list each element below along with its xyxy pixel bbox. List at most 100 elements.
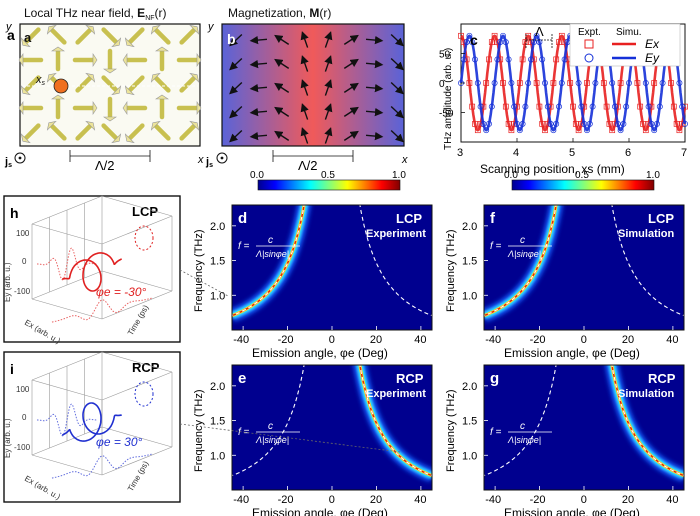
hm-xtick-label: 40 bbox=[666, 494, 678, 506]
expt-point-ey bbox=[533, 32, 540, 39]
expt-point-ey bbox=[623, 103, 630, 110]
field-arrow-head bbox=[92, 101, 98, 115]
expt-point-ey bbox=[651, 127, 658, 134]
expt-point-ey bbox=[508, 80, 515, 86]
cube-edge bbox=[101, 426, 173, 448]
field-arrow bbox=[101, 123, 119, 141]
b-y-axis: y bbox=[207, 21, 215, 33]
panel-c-label: c bbox=[470, 32, 478, 48]
field-arrow-head bbox=[51, 94, 65, 100]
heatmap-panel-d: -40 -20 0 20 40 1.0 1.5 2.0 d LCP Experiment Emissi… bbox=[193, 204, 433, 360]
hm-xtick-label: -20 bbox=[530, 334, 546, 346]
expt-point-ex bbox=[533, 80, 540, 86]
magnetization-arrow bbox=[274, 58, 290, 69]
panel-g-mode: RCP bbox=[648, 371, 676, 386]
hm-xtick-label: 20 bbox=[622, 494, 634, 506]
field-arrow-head bbox=[85, 120, 96, 131]
field-arrow bbox=[127, 27, 145, 45]
field-arrow-head bbox=[150, 24, 161, 35]
panel-d-mode: LCP bbox=[396, 211, 422, 226]
field-arrow-head bbox=[20, 85, 31, 96]
panel-a-label-inner: a bbox=[24, 30, 32, 45]
half-period-a: Λ/2 bbox=[95, 158, 115, 173]
expt-point-ex bbox=[553, 56, 560, 63]
cube-edge bbox=[101, 270, 173, 292]
field-arrow bbox=[23, 75, 41, 93]
panel-a: Local THz near field, ENF(r) a a xs y x … bbox=[4, 6, 204, 173]
field-arrow-head bbox=[18, 101, 24, 115]
field-arrow-head bbox=[196, 101, 202, 115]
formula-num: c bbox=[268, 235, 273, 246]
hm-xtick-label: 20 bbox=[370, 494, 382, 506]
magnetization-arrow bbox=[274, 130, 290, 141]
hm-xtick-label: 0 bbox=[329, 334, 335, 346]
field-arrow-head bbox=[124, 37, 135, 48]
hm-ytick-label: 2.0 bbox=[462, 221, 477, 233]
field-arrow bbox=[127, 123, 145, 141]
formula-den: Λ|sinφe| bbox=[255, 249, 289, 259]
expt-point-ex bbox=[550, 80, 557, 86]
expt-point-ey bbox=[682, 120, 688, 127]
expt-point-ex bbox=[466, 80, 473, 86]
panel-g-source: Simulation bbox=[618, 388, 675, 400]
expt-point-ey bbox=[581, 120, 588, 127]
magnetization-arrow bbox=[300, 103, 309, 120]
heatmap-panel-f: -40 -20 0 20 40 1.0 1.5 2.0 f LCP Simulation Emissi… bbox=[445, 204, 685, 360]
panel-h-frame bbox=[3, 195, 181, 343]
c-xtick-label: 5 bbox=[569, 147, 575, 159]
heatmap-panel-g: -40 -20 0 20 40 1.0 1.5 2.0 g RCP Simulation Emissi… bbox=[445, 364, 685, 516]
dispersion-curve bbox=[611, 365, 684, 477]
formula-lhs: f = bbox=[490, 241, 502, 252]
js-label-a: js bbox=[4, 156, 12, 169]
projection-ex bbox=[37, 247, 97, 281]
hm-ytick-label: 1.0 bbox=[210, 290, 225, 302]
hm-ylabel: Frequency (THz) bbox=[445, 229, 457, 312]
polarization-helix bbox=[62, 402, 122, 442]
field-arrow-head bbox=[18, 53, 24, 67]
expt-point-ey bbox=[511, 103, 518, 110]
hm-ylabel: Frequency (THz) bbox=[445, 389, 457, 472]
panel-h-label: h bbox=[10, 205, 19, 221]
hm-xtick-label: 0 bbox=[329, 494, 335, 506]
c-xtick-label: 7 bbox=[681, 147, 687, 159]
panel-h: h LCP Ey (arb. u.)Ex (arb. u.) Time (ps)1… bbox=[3, 195, 181, 346]
field-arrow-head bbox=[124, 133, 135, 144]
field-arrow bbox=[179, 123, 197, 141]
field-arrow-head bbox=[111, 37, 122, 48]
xs-label: xs bbox=[35, 74, 46, 87]
dispersion-curve bbox=[232, 205, 305, 317]
colorbar-tick-label: 1.0 bbox=[392, 170, 406, 181]
expt-point-ey bbox=[609, 80, 616, 86]
expt-point-ey bbox=[617, 127, 624, 134]
panel-d-label: d bbox=[238, 210, 247, 227]
field-arrow-head bbox=[46, 72, 57, 83]
panel-i-frame bbox=[3, 351, 181, 503]
magnetization-arrow bbox=[249, 59, 268, 69]
field-arrow bbox=[127, 75, 145, 93]
expt-point-ex bbox=[472, 121, 478, 127]
magnetization-arrow bbox=[274, 82, 290, 93]
expt-point-ex bbox=[556, 39, 562, 45]
heatmap-bg bbox=[232, 205, 432, 330]
magnetization-arrow bbox=[343, 130, 359, 141]
expt-point-ey bbox=[472, 56, 478, 63]
panel-d-source: Experiment bbox=[366, 228, 426, 240]
expt-point-ex bbox=[572, 121, 579, 127]
expt-point-ex bbox=[670, 103, 677, 110]
expt-point-ey bbox=[519, 120, 526, 127]
expt-point-ey bbox=[645, 103, 652, 110]
end-ellipse bbox=[134, 225, 154, 251]
expt-point-ex bbox=[668, 80, 674, 86]
expt-point-ey bbox=[575, 80, 582, 86]
colorbar-tick-label: 0.0 bbox=[504, 170, 518, 181]
expt-point-ey bbox=[530, 39, 537, 46]
panel-g-label: g bbox=[490, 370, 499, 387]
magnetization-arrow bbox=[300, 79, 309, 96]
axis-ey: Ey (arb. u.) bbox=[3, 418, 12, 458]
tick-0: 0 bbox=[22, 413, 27, 422]
panel-e-label: e bbox=[238, 370, 246, 387]
cube-edge bbox=[101, 195, 173, 217]
hm-xtick-label: 20 bbox=[622, 334, 634, 346]
expt-point-ex bbox=[536, 103, 543, 110]
